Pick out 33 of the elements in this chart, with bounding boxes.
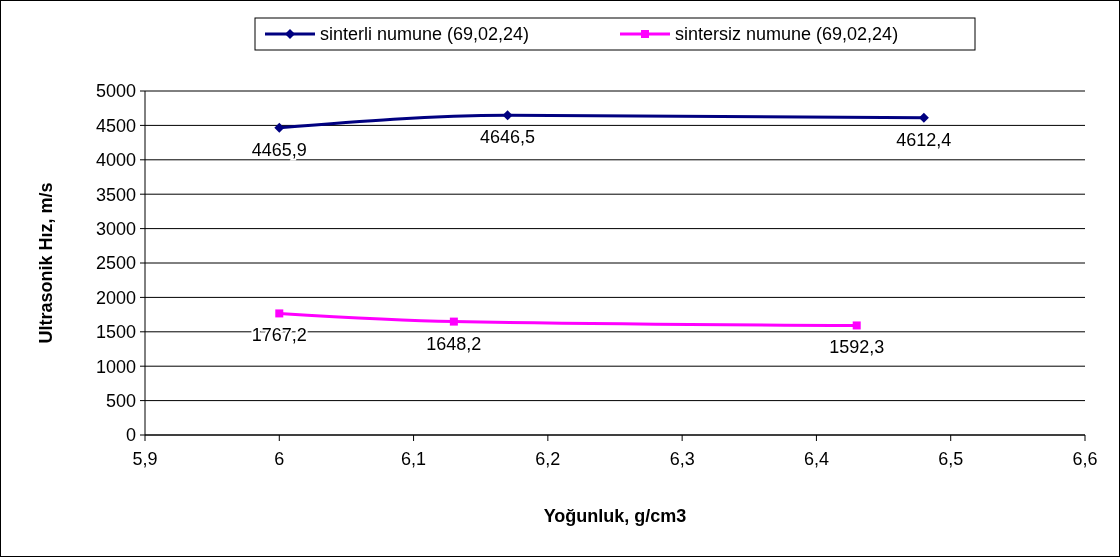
point <box>502 110 513 121</box>
y-axis-title: Ultrasonik Hız, m/s <box>36 182 56 344</box>
point <box>274 122 285 133</box>
x-axis-title: Yoğunluk, g/cm3 <box>543 506 687 526</box>
x-tick-label: 6,2 <box>535 449 561 469</box>
data-label: 1592,3 <box>829 337 885 358</box>
y-tick-label: 2000 <box>95 287 136 308</box>
y-tick-label: 5000 <box>95 81 136 102</box>
y-tick-label: 2500 <box>95 253 136 274</box>
x-tick-label: 6,3 <box>669 449 695 469</box>
x-tick-label: 6,5 <box>938 449 964 469</box>
y-tick-label: 1000 <box>95 356 136 377</box>
y-tick-label: 4500 <box>95 115 136 136</box>
data-label: 4646,5 <box>480 127 536 148</box>
data-label: 1648,2 <box>426 333 482 354</box>
point <box>449 317 458 326</box>
y-tick-label: 0 <box>125 425 136 446</box>
x-tick-label: 6,1 <box>401 449 427 469</box>
x-tick-label: 5,9 <box>132 449 158 469</box>
x-tick-label: 6,6 <box>1072 449 1098 469</box>
x-tick-label: 6,4 <box>803 449 829 469</box>
y-tick-label: 3500 <box>95 184 136 205</box>
y-tick-label: 1500 <box>95 322 136 343</box>
y-tick-label: 3000 <box>95 218 136 239</box>
data-label: 4465,9 <box>251 139 307 160</box>
legend-label: sintersiz numune (69,02,24) <box>675 24 899 45</box>
x-tick-label: 6 <box>274 449 285 469</box>
legend-label: sinterli numune (69,02,24) <box>320 24 530 45</box>
data-label: 4612,4 <box>896 129 952 150</box>
y-tick-label: 4000 <box>95 150 136 171</box>
point <box>852 321 861 330</box>
y-tick-label: 500 <box>105 390 136 411</box>
point <box>275 309 284 318</box>
